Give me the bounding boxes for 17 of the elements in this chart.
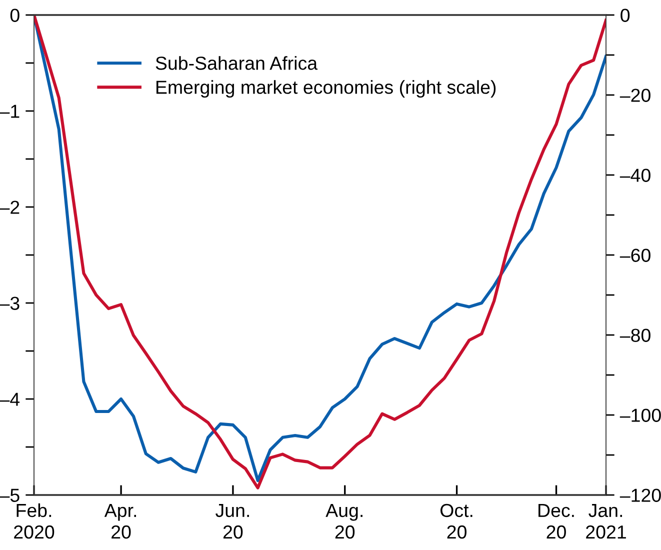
- y2-tick-label: –80: [620, 328, 650, 342]
- y2-tick-label: –20: [620, 88, 650, 102]
- x-tick-label: Jun. 20: [216, 504, 249, 539]
- y2-tick-label: 0: [620, 8, 630, 22]
- x-tick-label: Aug. 20: [326, 504, 362, 539]
- y2-tick-label: –60: [620, 248, 650, 262]
- y2-tick-label: –100: [620, 408, 661, 422]
- legend-label: Emerging market economies (right scale): [156, 80, 496, 98]
- x-tick-label: Feb. 2020: [14, 503, 54, 539]
- y-tick-label: 0: [10, 8, 20, 22]
- x-tick-label: Dec. 20: [538, 504, 574, 539]
- x-tick-label: Oct. 20: [440, 504, 472, 539]
- y2-tick-label: –120: [620, 488, 661, 502]
- x-tick-label: Apr. 20: [104, 504, 136, 539]
- legend-label: Sub-Saharan Africa: [156, 56, 318, 70]
- y2-tick-label: –40: [620, 168, 650, 182]
- x-tick-label: Jan. 2021: [586, 504, 626, 539]
